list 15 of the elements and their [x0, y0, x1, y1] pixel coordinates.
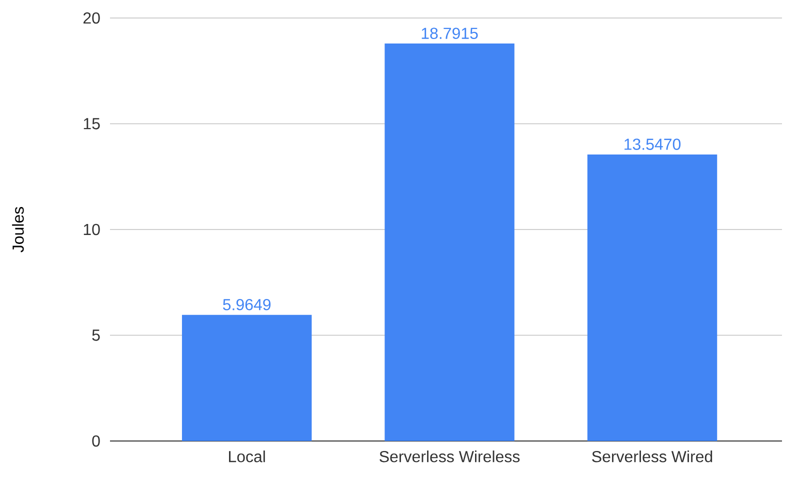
- bar: [384, 44, 514, 441]
- x-tick-label: Serverless Wired: [592, 450, 712, 462]
- x-tick-label: Serverless Wireless: [380, 450, 520, 462]
- data-label: 5.9649: [223, 298, 271, 310]
- y-axis-title: Joules: [12, 206, 24, 252]
- data-label: 13.5470: [624, 138, 681, 150]
- y-tick-label: 10: [84, 224, 100, 236]
- y-tick-label: 5: [92, 330, 100, 341]
- bar: [182, 314, 312, 441]
- y-tick-label: 20: [83, 12, 100, 24]
- y-tick-label: 0: [92, 435, 100, 447]
- data-label: 18.7915: [422, 28, 478, 40]
- x-tick-label: Local: [229, 450, 265, 462]
- bar: [587, 154, 718, 441]
- y-tick-label: 15: [84, 118, 100, 130]
